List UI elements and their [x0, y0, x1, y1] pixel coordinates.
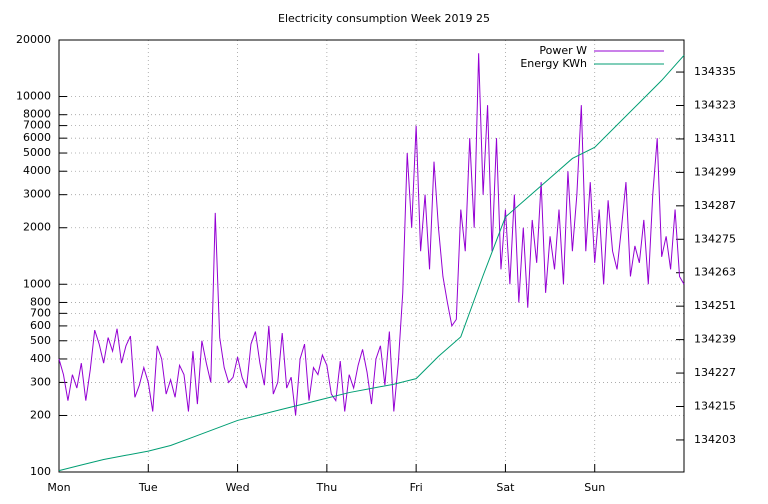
y2-tick-label: 134323: [694, 98, 736, 111]
legend-label: Power W: [539, 44, 587, 57]
y-tick-label: 1000: [23, 277, 51, 290]
y-tick-label: 5000: [23, 146, 51, 159]
series-line: [58, 54, 685, 472]
x-tick-label: Mon: [47, 481, 70, 494]
legend-label: Energy KWh: [520, 57, 587, 70]
x-tick-label: Fri: [410, 481, 423, 494]
y2-tick-label: 134239: [694, 333, 736, 346]
y2-tick-label: 134215: [694, 400, 736, 413]
y2-tick-label: 134299: [694, 165, 736, 178]
y-tick-label: 700: [30, 306, 51, 319]
y2-tick-label: 134311: [694, 132, 736, 145]
y-tick-label: 8000: [23, 108, 51, 121]
y2-tick-label: 134203: [694, 433, 736, 446]
x-tick-label: Tue: [138, 481, 158, 494]
y2-tick-label: 134263: [694, 266, 736, 279]
y-tick-label: 6000: [23, 131, 51, 144]
y2-tick-label: 134287: [694, 199, 736, 212]
x-tick-label: Sun: [584, 481, 605, 494]
y-tick-label: 2000: [23, 221, 51, 234]
y2-tick-label: 134335: [694, 65, 736, 78]
plot-frame: [58, 39, 685, 473]
y-tick-label: 4000: [23, 164, 51, 177]
y2-tick-label: 134227: [694, 366, 736, 379]
y-tick-label: 500: [30, 334, 51, 347]
y-tick-label: 400: [30, 352, 51, 365]
y-tick-label: 10000: [16, 90, 51, 103]
x-tick-label: Thu: [316, 481, 338, 494]
y-tick-label: 300: [30, 375, 51, 388]
y-tick-label: 600: [30, 319, 51, 332]
x-tick-label: Wed: [226, 481, 250, 494]
x-tick-label: Sat: [496, 481, 515, 494]
series-line: [58, 53, 685, 416]
chart-title: Electricity consumption Week 2019 25: [278, 12, 490, 25]
y2-tick-label: 134251: [694, 299, 736, 312]
y-tick-label: 200: [30, 408, 51, 421]
y-tick-label: 3000: [23, 188, 51, 201]
y-tick-label: 20000: [16, 33, 51, 46]
y2-tick-label: 134275: [694, 232, 736, 245]
y-tick-label: 100: [30, 465, 51, 478]
y-tick-label: 7000: [23, 119, 51, 132]
y-tick-label: 800: [30, 295, 51, 308]
